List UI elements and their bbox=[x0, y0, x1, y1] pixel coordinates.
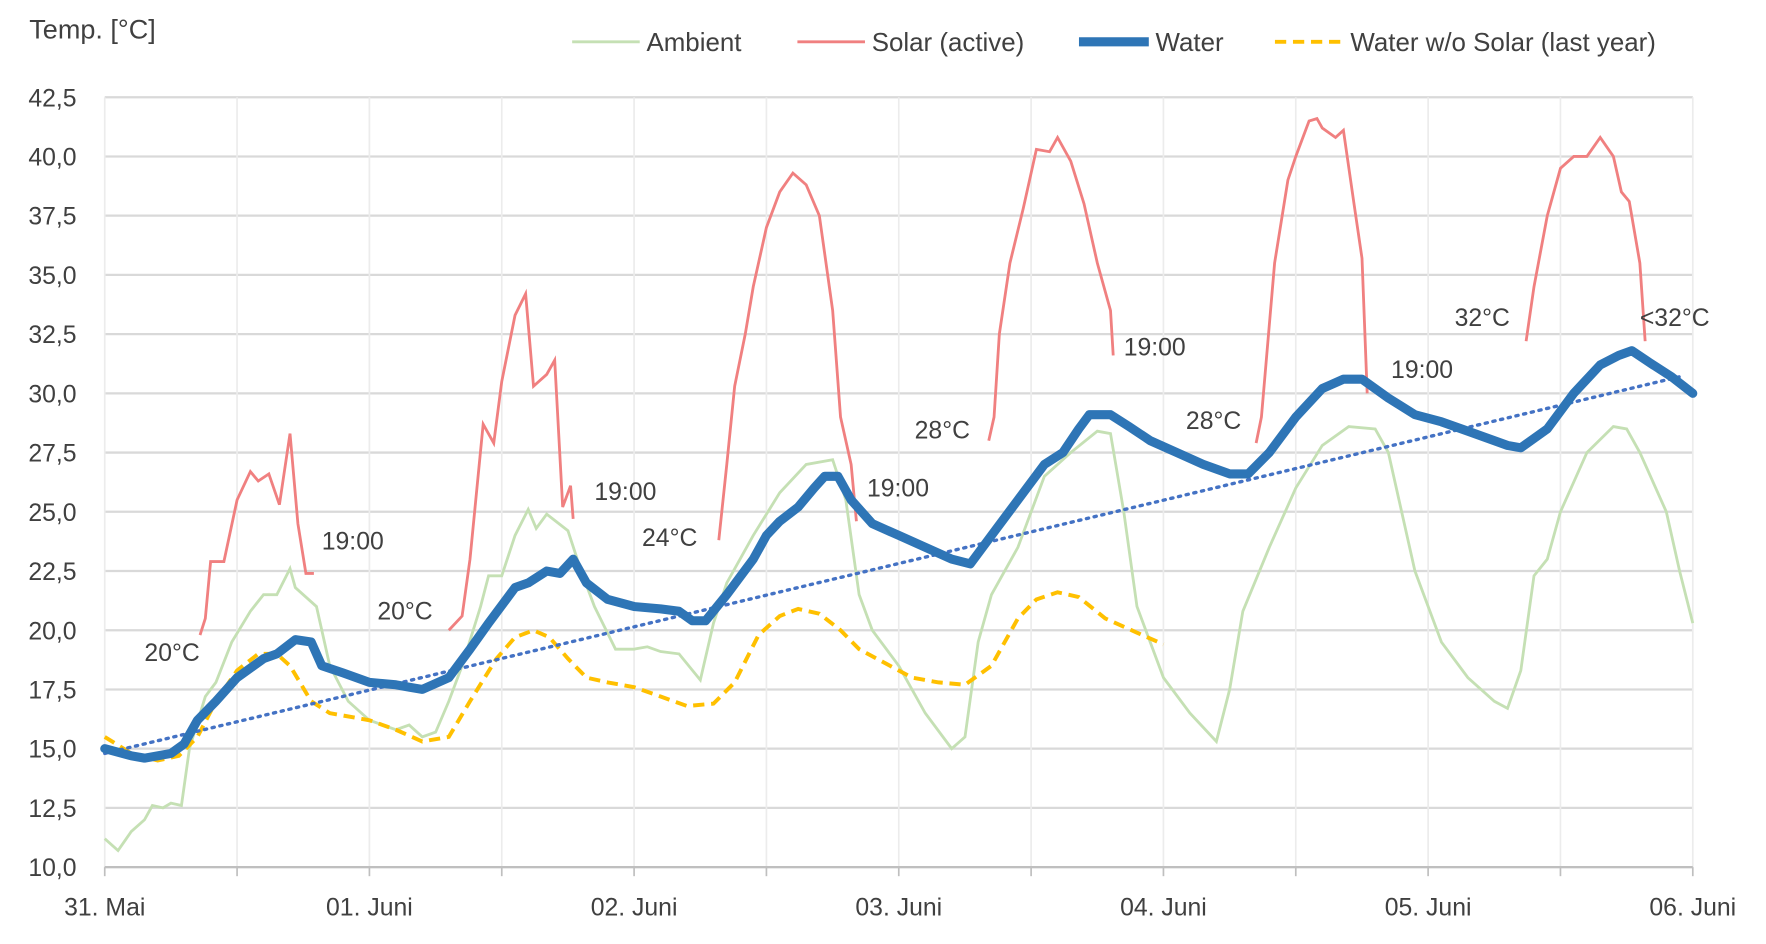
legend-label-water_no_solar: Water w/o Solar (last year) bbox=[1350, 29, 1655, 57]
series-layer bbox=[100, 116, 1698, 853]
legend: Ambient Solar (active) Water Water w/o Sola… bbox=[572, 29, 1656, 57]
series-solar-segment bbox=[987, 134, 1115, 441]
annotation-label: 28°C bbox=[915, 417, 970, 444]
x-tick-label: 06. Juni bbox=[1649, 895, 1736, 922]
y-tick-label: 22,5 bbox=[28, 559, 76, 586]
annotations: 20°C 19:00 20°C 19:00 24°C 19:00 28°C 19:00 28°C… bbox=[144, 305, 1709, 667]
x-tick-label: 03. Juni bbox=[855, 895, 942, 922]
annotation-label: 20°C bbox=[144, 640, 199, 667]
y-tick-label: 17,5 bbox=[28, 677, 76, 704]
x-tick-label: 01. Juni bbox=[326, 895, 413, 922]
legend-label-water: Water bbox=[1156, 29, 1224, 57]
series-solar-segment bbox=[1254, 116, 1369, 444]
annotation-label: 28°C bbox=[1186, 408, 1241, 435]
annotation-label: 20°C bbox=[377, 599, 432, 626]
series-solar-segment bbox=[717, 170, 858, 541]
annotation-label: 19:00 bbox=[322, 529, 384, 556]
y-tick-label: 42,5 bbox=[28, 85, 76, 112]
y-axis-ticks: 10,0 12,5 15,0 17,5 20,0 22,5 25,0 27,5 30,0 32,5… bbox=[28, 85, 76, 882]
annotation-label: 19:00 bbox=[1391, 357, 1453, 384]
y-tick-label: 37,5 bbox=[28, 204, 76, 231]
y-tick-label: 10,0 bbox=[28, 855, 76, 882]
y-tick-label: 32,5 bbox=[28, 322, 76, 349]
y-tick-label: 25,0 bbox=[28, 500, 76, 527]
y-tick-label: 35,0 bbox=[28, 263, 76, 290]
x-axis-ticks: 31. Mai 01. Juni 02. Juni 03. Juni 04. Juni 0… bbox=[64, 895, 1736, 922]
series-solar-segment bbox=[1524, 135, 1647, 342]
x-tick-label: 02. Juni bbox=[591, 895, 678, 922]
y-tick-label: 30,0 bbox=[28, 381, 76, 408]
annotation-label: 19:00 bbox=[867, 475, 929, 502]
trendline bbox=[103, 375, 1682, 756]
annotation-label: 32°C bbox=[1455, 305, 1510, 332]
y-tick-label: 20,0 bbox=[28, 618, 76, 645]
series-water-line bbox=[100, 346, 1698, 763]
annotation-label: 24°C bbox=[642, 525, 697, 552]
annotation-label: 19:00 bbox=[594, 479, 656, 506]
y-tick-label: 15,0 bbox=[28, 737, 76, 764]
y-tick-label: 12,5 bbox=[28, 796, 76, 823]
series-solar-segment bbox=[198, 433, 314, 636]
y-tick-label: 27,5 bbox=[28, 441, 76, 468]
grid bbox=[103, 96, 1694, 877]
x-tick-label: 04. Juni bbox=[1120, 895, 1207, 922]
y-axis-label: Temp. [°C] bbox=[29, 13, 155, 44]
annotation-label: 19:00 bbox=[1124, 334, 1186, 361]
legend-label-ambient: Ambient bbox=[646, 29, 742, 57]
series-solar-segment bbox=[447, 288, 575, 632]
annotation-label: <32°C bbox=[1640, 305, 1710, 332]
x-tick-label: 05. Juni bbox=[1385, 895, 1472, 922]
legend-label-solar: Solar (active) bbox=[872, 29, 1025, 57]
series-ambient-line bbox=[103, 425, 1695, 853]
y-tick-label: 40,0 bbox=[28, 144, 76, 171]
x-tick-label: 31. Mai bbox=[64, 895, 145, 922]
